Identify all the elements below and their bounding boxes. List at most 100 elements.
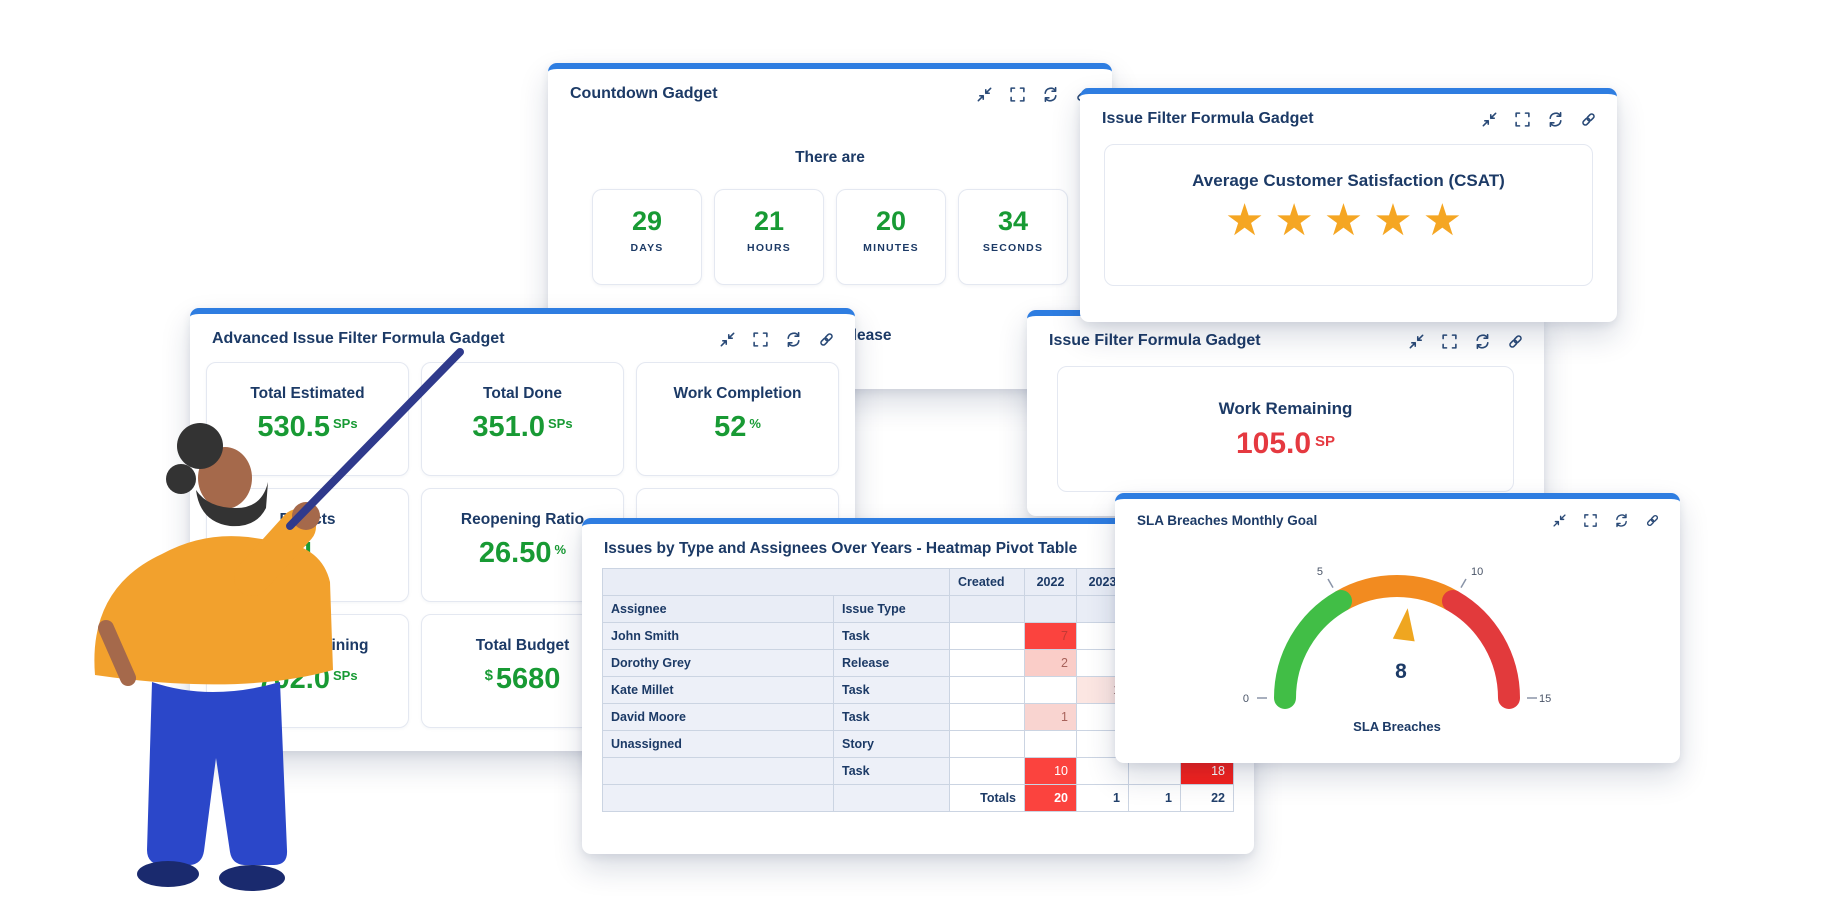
heat-cell: 10 [1024, 757, 1077, 785]
presenter-hand [292, 502, 320, 530]
pointer-stick [286, 348, 464, 530]
metric-number: 530.5 [257, 411, 330, 443]
heat-cell: 7 [1024, 622, 1077, 650]
countdown-unit-label: MINUTES [863, 242, 919, 254]
link-icon[interactable] [1580, 111, 1597, 128]
presenter-illustration [94, 348, 464, 891]
card-header: Countdown Gadget [548, 69, 1112, 103]
refresh-icon[interactable] [1614, 513, 1629, 528]
metric-unit: % [749, 416, 761, 431]
issue-type-cell: Release [833, 649, 950, 677]
star-icon: ★ [1323, 196, 1374, 245]
refresh-icon[interactable] [785, 331, 802, 348]
collapse-icon[interactable] [1552, 513, 1567, 528]
metric-unit: % [554, 542, 567, 557]
gadget-toolbar [1408, 333, 1524, 350]
metric-number: 52 [714, 411, 747, 443]
card-title: Issue Filter Formula Gadget [1049, 332, 1261, 349]
heat-cell: 1 [1076, 784, 1129, 812]
card-header: SLA Breaches Monthly Goal [1115, 499, 1680, 528]
star-icon: ★ [1373, 196, 1423, 245]
heat-cell: 1 [1128, 784, 1181, 812]
refresh-icon[interactable] [1547, 111, 1564, 128]
link-icon[interactable] [1507, 333, 1524, 350]
expand-icon[interactable] [1009, 86, 1026, 103]
metric-value: 530.5 SPs [207, 411, 408, 444]
countdown-unit-hours: 21 HOURS [714, 189, 824, 285]
header-year: 2022 [1024, 568, 1077, 596]
countdown-value: 21 [753, 206, 785, 236]
expand-icon[interactable] [1441, 333, 1458, 350]
presenter-shoe [219, 865, 285, 891]
sla-gauge-gadget-card: SLA Breaches Monthly Goal 0 5 10 15 [1115, 493, 1680, 763]
expand-icon[interactable] [1514, 111, 1531, 128]
heat-cell: 22 [1180, 784, 1234, 812]
presenter-person [94, 348, 464, 891]
gauge-tick-0: 0 [1243, 693, 1249, 705]
expand-icon[interactable] [1583, 513, 1598, 528]
gauge-tick-marks [1257, 578, 1537, 699]
countdown-unit-days: 29 DAYS [592, 189, 702, 285]
refresh-icon[interactable] [1474, 333, 1491, 350]
assignee-cell: David Moore [602, 703, 834, 731]
metric-value: 52% [637, 411, 838, 444]
gauge-tick-15: 15 [1539, 693, 1551, 705]
gadget-toolbar [719, 331, 835, 348]
assignee-cell: Dorothy Grey [602, 649, 834, 677]
metric-number: 26.50 [478, 537, 552, 569]
gadget-toolbar [1481, 111, 1597, 128]
collapse-icon[interactable] [976, 86, 993, 103]
metric-panel: Average Customer Satisfaction (CSAT) ★★★… [1104, 144, 1593, 286]
table-row: Totals 20 1 1 22 [602, 784, 1234, 812]
metric-unit: SPs [333, 416, 358, 431]
countdown-intro: There are [795, 149, 865, 166]
gauge-arc-low [1274, 590, 1352, 709]
issue-type-cell: Task [833, 757, 950, 785]
gauge-axis-label: SLA Breaches [1353, 719, 1441, 734]
metric-number: 105.0 [1235, 427, 1312, 460]
metric-label: Work Completion [673, 385, 802, 402]
work-remaining-gadget-card: Issue Filter Formula Gadget Work Remaini… [1027, 310, 1544, 516]
created-cell: Totals [949, 784, 1025, 812]
metric-number: 351.0 [472, 411, 545, 443]
refresh-icon[interactable] [1042, 86, 1059, 103]
metric-value: 26.50% [422, 537, 623, 570]
heat-cell [1024, 730, 1077, 758]
metric-tile: Work Completion 52% [636, 362, 839, 476]
link-icon[interactable] [818, 331, 835, 348]
collapse-icon[interactable] [1481, 111, 1498, 128]
countdown-value: 20 [875, 206, 907, 236]
expand-icon[interactable] [752, 331, 769, 348]
gadget-toolbar [976, 86, 1092, 103]
heat-cell: 20 [1024, 784, 1077, 812]
collapse-icon[interactable] [1408, 333, 1425, 350]
presenter-beard [196, 482, 268, 527]
heat-cell: 2 [1024, 649, 1077, 677]
metric-label: Reopening Ratio [460, 511, 585, 528]
star-icon: ★ [1422, 196, 1473, 245]
presenter-back-arm [98, 620, 136, 686]
metric-unit: SPs [333, 668, 358, 683]
countdown-value: 29 [631, 206, 663, 236]
gauge-arc-high [1442, 590, 1520, 709]
countdown-unit-minutes: 20 MINUTES [836, 189, 946, 285]
metric-value: 351.0 SPs [422, 411, 623, 444]
star-rating: ★★★★★ [1105, 193, 1592, 248]
sla-gauge-chart: 0 5 10 15 8 SLA Breaches [1243, 566, 1551, 734]
gauge-value: 8 [1395, 660, 1407, 683]
link-icon[interactable] [1645, 513, 1660, 528]
collapse-icon[interactable] [719, 331, 736, 348]
issue-type-cell: Task [833, 676, 950, 704]
metric-tile: Total Done 351.0 SPs [421, 362, 624, 476]
card-header: Advanced Issue Filter Formula Gadget [190, 314, 855, 348]
card-title: Advanced Issue Filter Formula Gadget [212, 330, 505, 347]
presenter-torso [94, 536, 333, 685]
heat-cell [1024, 676, 1077, 704]
metric-unit: SP [1315, 433, 1336, 450]
created-cell [949, 703, 1025, 731]
gauge-tick-10: 10 [1471, 566, 1483, 578]
presenter-shoe [137, 861, 199, 887]
csat-gadget-card: Issue Filter Formula Gadget Average Cust… [1080, 88, 1617, 322]
header-blank-cell [949, 595, 1025, 623]
